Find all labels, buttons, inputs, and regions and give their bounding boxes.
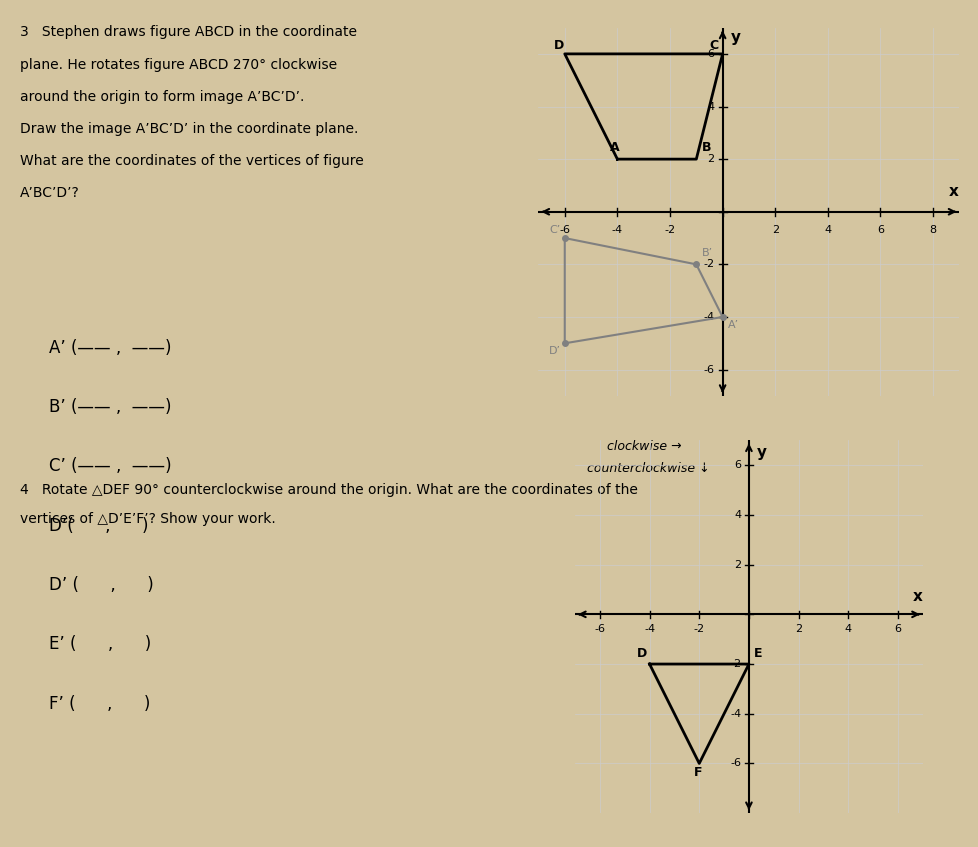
Text: -4: -4 bbox=[611, 225, 622, 235]
Text: clockwise →: clockwise → bbox=[606, 440, 681, 453]
Text: F’ (      ,      ): F’ ( , ) bbox=[49, 695, 151, 712]
Text: 3   Stephen draws figure ABCD in the coordinate: 3 Stephen draws figure ABCD in the coord… bbox=[20, 25, 356, 40]
Text: -6: -6 bbox=[594, 624, 604, 634]
Text: D: D bbox=[554, 39, 564, 52]
Text: 4: 4 bbox=[734, 510, 740, 520]
Text: -4: -4 bbox=[730, 709, 740, 719]
Text: C’ (—— ,  ——): C’ (—— , ——) bbox=[49, 457, 171, 475]
Text: -4: -4 bbox=[703, 312, 714, 322]
Text: 8: 8 bbox=[928, 225, 936, 235]
Text: -2: -2 bbox=[730, 659, 740, 669]
Text: A: A bbox=[609, 141, 618, 154]
Text: 6: 6 bbox=[707, 49, 714, 59]
Text: -6: -6 bbox=[730, 758, 740, 768]
Text: 2: 2 bbox=[771, 225, 778, 235]
Text: 2: 2 bbox=[794, 624, 801, 634]
Text: -2: -2 bbox=[703, 259, 714, 269]
Text: Draw the image A’BC’D’ in the coordinate plane.: Draw the image A’BC’D’ in the coordinate… bbox=[20, 122, 358, 136]
Text: B’ (—— ,  ——): B’ (—— , ——) bbox=[49, 398, 171, 416]
Text: A’: A’ bbox=[727, 319, 738, 329]
Text: -6: -6 bbox=[703, 364, 714, 374]
Text: E’ (      ,      ): E’ ( , ) bbox=[49, 635, 151, 653]
Text: x: x bbox=[912, 590, 922, 605]
Text: 2: 2 bbox=[734, 560, 740, 570]
Text: 6: 6 bbox=[876, 225, 883, 235]
Text: 4: 4 bbox=[707, 102, 714, 112]
Text: 2: 2 bbox=[707, 154, 714, 164]
Text: D’(      ,      ): D’( , ) bbox=[49, 517, 149, 534]
Text: A’BC’D’?: A’BC’D’? bbox=[20, 186, 79, 201]
Text: B: B bbox=[701, 141, 710, 154]
Text: plane. He rotates figure ABCD 270° clockwise: plane. He rotates figure ABCD 270° clock… bbox=[20, 58, 336, 72]
Text: D’ (      ,      ): D’ ( , ) bbox=[49, 576, 154, 594]
Text: x: x bbox=[949, 184, 958, 198]
Text: B’: B’ bbox=[701, 248, 712, 258]
Text: counterclockwise ↓: counterclockwise ↓ bbox=[587, 462, 709, 474]
Text: 4: 4 bbox=[844, 624, 851, 634]
Text: y: y bbox=[756, 446, 766, 461]
Text: 4   Rotate △DEF 90° counterclockwise around the origin. What are the coordinates: 4 Rotate △DEF 90° counterclockwise aroun… bbox=[20, 483, 637, 497]
Text: 6: 6 bbox=[894, 624, 901, 634]
Text: -2: -2 bbox=[693, 624, 704, 634]
Text: E: E bbox=[753, 646, 762, 660]
Text: -2: -2 bbox=[664, 225, 675, 235]
Text: F: F bbox=[693, 766, 702, 779]
Text: 6: 6 bbox=[734, 460, 740, 470]
Text: D: D bbox=[637, 646, 646, 660]
Text: vertices of △D’E’F’? Show your work.: vertices of △D’E’F’? Show your work. bbox=[20, 512, 275, 527]
Text: 4: 4 bbox=[823, 225, 830, 235]
Text: C’: C’ bbox=[549, 224, 559, 235]
Text: -6: -6 bbox=[558, 225, 569, 235]
Text: y: y bbox=[730, 30, 739, 45]
Text: D’: D’ bbox=[549, 346, 560, 356]
Text: What are the coordinates of the vertices of figure: What are the coordinates of the vertices… bbox=[20, 154, 363, 169]
Text: A’ (—— ,  ——): A’ (—— , ——) bbox=[49, 339, 171, 357]
Text: C: C bbox=[709, 39, 718, 52]
Text: around the origin to form image A’BC’D’.: around the origin to form image A’BC’D’. bbox=[20, 90, 303, 104]
Text: -4: -4 bbox=[644, 624, 654, 634]
